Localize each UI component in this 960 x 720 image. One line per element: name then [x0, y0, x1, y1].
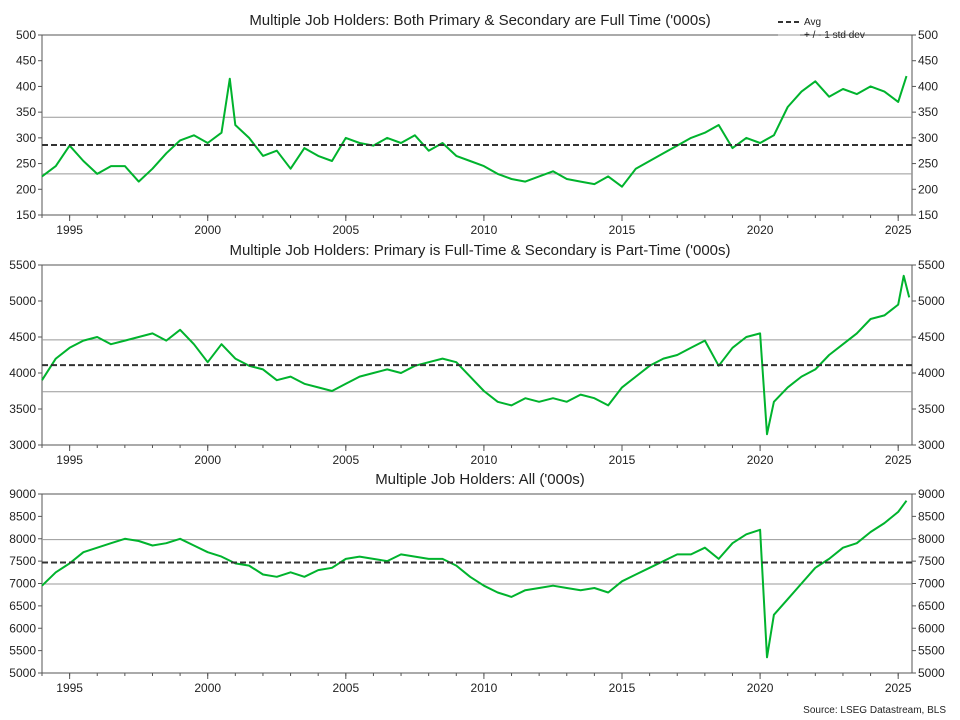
panel-title: Multiple Job Holders: All ('000s) — [375, 471, 585, 488]
x-tick-label: 2005 — [332, 223, 359, 237]
y-tick-label-right: 300 — [918, 131, 938, 145]
panel-1: Multiple Job Holders: Both Primary & Sec… — [16, 12, 938, 237]
x-tick-label: 1995 — [56, 223, 83, 237]
x-tick-label: 2000 — [194, 681, 221, 695]
y-tick-label-left: 3500 — [9, 402, 36, 416]
y-tick-label-right: 5000 — [918, 666, 945, 680]
y-tick-label-left: 4000 — [9, 366, 36, 380]
y-tick-label-left: 450 — [16, 54, 36, 68]
y-tick-label-left: 8500 — [9, 509, 36, 523]
y-tick-label-right: 9000 — [918, 487, 945, 501]
y-tick-label-left: 6000 — [9, 621, 36, 635]
y-tick-label-left: 4500 — [9, 330, 36, 344]
y-tick-label-right: 3500 — [918, 402, 945, 416]
plot-frame — [41, 264, 913, 446]
y-tick-label-right: 5500 — [918, 258, 945, 272]
y-tick-label-right: 5000 — [918, 294, 945, 308]
x-tick-label: 2015 — [609, 453, 636, 467]
y-tick-label-right: 5500 — [918, 644, 945, 658]
y-tick-label-right: 4500 — [918, 330, 945, 344]
plot-frame — [41, 34, 913, 216]
x-tick-label: 2025 — [885, 681, 912, 695]
legend: Avg + / - 1 std dev — [778, 17, 865, 41]
chart-panels: Multiple Job Holders: Both Primary & Sec… — [9, 12, 945, 695]
panel-title: Multiple Job Holders: Both Primary & Sec… — [249, 12, 710, 29]
x-tick-label: 2000 — [194, 453, 221, 467]
x-tick-label: 2010 — [471, 681, 498, 695]
y-tick-label-right: 400 — [918, 79, 938, 93]
x-tick-label: 2005 — [332, 453, 359, 467]
y-tick-label-left: 150 — [16, 208, 36, 222]
legend-avg-label: Avg — [804, 17, 821, 28]
y-tick-label-right: 8000 — [918, 532, 945, 546]
x-tick-label: 2015 — [609, 681, 636, 695]
y-tick-label-right: 4000 — [918, 366, 945, 380]
panel-title: Multiple Job Holders: Primary is Full-Ti… — [229, 242, 730, 259]
y-tick-label-left: 300 — [16, 131, 36, 145]
y-tick-label-left: 5000 — [9, 294, 36, 308]
y-tick-label-right: 8500 — [918, 509, 945, 523]
y-tick-label-right: 7500 — [918, 554, 945, 568]
y-tick-label-right: 350 — [918, 105, 938, 119]
x-tick-label: 2010 — [471, 453, 498, 467]
y-tick-label-left: 7000 — [9, 577, 36, 591]
y-tick-label-left: 7500 — [9, 554, 36, 568]
y-tick-label-left: 6500 — [9, 599, 36, 613]
y-tick-label-right: 150 — [918, 208, 938, 222]
y-tick-label-right: 6500 — [918, 599, 945, 613]
series-line — [41, 274, 911, 436]
x-tick-label: 2020 — [747, 453, 774, 467]
panel-3: Multiple Job Holders: All ('000s) 5000 500… — [9, 471, 945, 695]
y-tick-label-left: 5000 — [9, 666, 36, 680]
x-tick-label: 2025 — [885, 223, 912, 237]
y-tick-label-left: 400 — [16, 79, 36, 93]
y-tick-label-right: 7000 — [918, 577, 945, 591]
y-tick-label-left: 5500 — [9, 258, 36, 272]
y-tick-label-right: 450 — [918, 54, 938, 68]
y-tick-label-left: 200 — [16, 182, 36, 196]
x-tick-label: 2020 — [747, 681, 774, 695]
y-tick-label-left: 5500 — [9, 644, 36, 658]
x-tick-label: 2005 — [332, 681, 359, 695]
y-tick-label-left: 3000 — [9, 438, 36, 452]
y-tick-label-left: 9000 — [9, 487, 36, 501]
panel-2: Multiple Job Holders: Primary is Full-Ti… — [9, 242, 945, 467]
y-tick-label-right: 6000 — [918, 621, 945, 635]
x-tick-label: 1995 — [56, 453, 83, 467]
x-tick-label: 2010 — [471, 223, 498, 237]
y-tick-label-right: 200 — [918, 182, 938, 196]
series-line — [41, 500, 908, 659]
y-tick-label-right: 3000 — [918, 438, 945, 452]
x-tick-label: 2020 — [747, 223, 774, 237]
x-tick-label: 1995 — [56, 681, 83, 695]
x-tick-label: 2000 — [194, 223, 221, 237]
y-tick-label-left: 8000 — [9, 532, 36, 546]
x-tick-label: 2025 — [885, 453, 912, 467]
x-tick-label: 2015 — [609, 223, 636, 237]
y-tick-label-right: 500 — [918, 28, 938, 42]
y-tick-label-right: 250 — [918, 157, 938, 171]
series-line — [41, 75, 908, 188]
y-tick-label-left: 350 — [16, 105, 36, 119]
y-tick-label-left: 250 — [16, 157, 36, 171]
legend-band-label: + / - 1 std dev — [804, 30, 865, 41]
source-note: Source: LSEG Datastream, BLS — [803, 705, 946, 716]
y-tick-label-left: 500 — [16, 28, 36, 42]
